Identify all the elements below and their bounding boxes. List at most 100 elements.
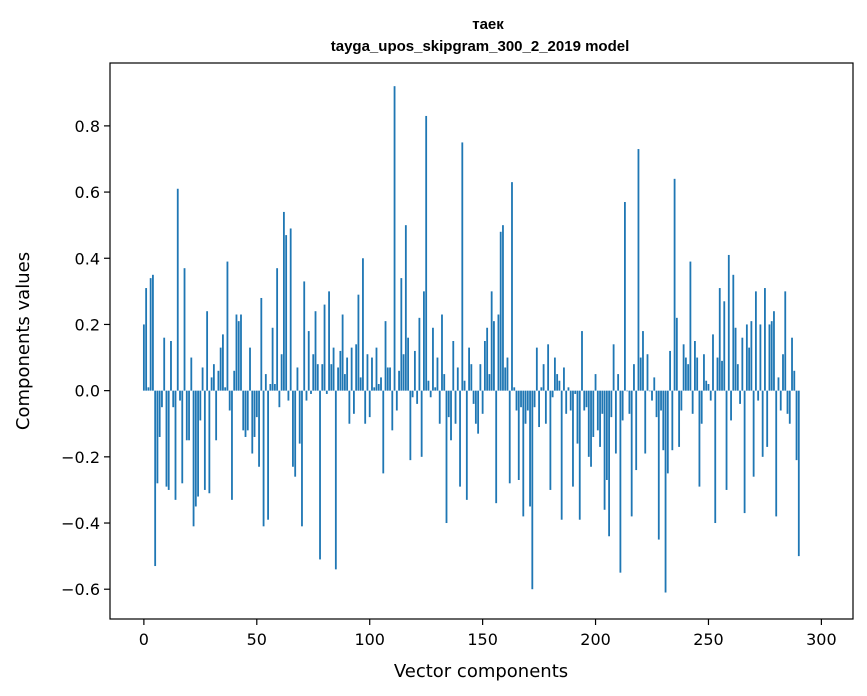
bar-142: [463, 380, 466, 391]
y-tick-label: 0.6: [75, 183, 100, 202]
bar-99: [366, 354, 369, 391]
bar-281: [777, 377, 780, 391]
bar-122: [418, 317, 421, 391]
bar-97: [362, 258, 364, 391]
x-tick-label: 200: [580, 630, 611, 649]
bar-199: [592, 390, 595, 437]
x-tick-label: 100: [354, 630, 385, 649]
bar-33: [217, 370, 220, 391]
bar-16: [179, 390, 181, 401]
bar-211: [619, 390, 622, 573]
bar-278: [770, 321, 773, 391]
bar-47: [249, 347, 251, 391]
bar-215: [628, 390, 631, 414]
bar-208: [612, 344, 615, 391]
bar-44: [242, 390, 245, 431]
bar-20: [188, 390, 190, 441]
bar-59: [276, 268, 279, 391]
bar-57: [271, 327, 274, 391]
bar-227: [655, 390, 658, 418]
bar-230: [662, 390, 665, 451]
bar-130: [436, 357, 439, 391]
bar-86: [337, 367, 339, 391]
bar-186: [563, 367, 565, 391]
bar-202: [599, 390, 601, 447]
y-axis-ticks: −0.6 −0.4 −0.2 0.0 0.2 0.4 0.6 0.8: [61, 117, 110, 599]
bar-92: [350, 347, 353, 391]
bar-249: [705, 380, 708, 391]
bar-51: [258, 390, 260, 467]
bar-117: [407, 337, 410, 391]
bar-80: [323, 304, 326, 391]
x-axis-label: Vector components: [394, 661, 568, 682]
bar-250: [707, 384, 710, 391]
bar-87: [339, 350, 342, 391]
x-tick-label: 250: [693, 630, 724, 649]
bar-226: [653, 377, 656, 391]
y-tick-label: 0.0: [75, 382, 100, 401]
bar-233: [669, 350, 671, 391]
bar-182: [553, 357, 556, 391]
bar-220: [639, 357, 642, 391]
bar-12: [170, 341, 172, 391]
bar-188: [567, 387, 570, 391]
bar-163: [511, 182, 513, 391]
bar-144: [468, 347, 470, 391]
bar-52: [260, 297, 263, 391]
bar-136: [450, 390, 452, 441]
bar-17: [181, 390, 184, 484]
bar-93: [353, 390, 355, 414]
bar-258: [725, 390, 728, 490]
bar-216: [630, 390, 633, 517]
bar-84: [332, 347, 335, 391]
bar-181: [551, 390, 554, 398]
bar-244: [694, 341, 696, 391]
bar-98: [364, 390, 367, 424]
bar-214: [626, 390, 629, 392]
bar-131: [438, 390, 441, 424]
bar-237: [678, 390, 681, 447]
chart-subtitle: tayga_upos_skipgram_300_2_2019 model: [331, 38, 630, 55]
bar-229: [660, 390, 662, 411]
bar-149: [479, 364, 482, 391]
bar-37: [226, 261, 229, 391]
bar-123: [420, 390, 423, 457]
bar-243: [691, 390, 694, 414]
bar-176: [540, 387, 543, 391]
bar-134: [445, 390, 448, 524]
bar-239: [682, 344, 685, 391]
bar-241: [687, 364, 690, 391]
bar-38: [228, 390, 231, 411]
bar-201: [596, 390, 599, 431]
bar-62: [282, 211, 285, 391]
bar-234: [671, 390, 674, 451]
bar-34: [219, 347, 222, 391]
bar-147: [474, 390, 477, 424]
bar-102: [373, 387, 376, 391]
bars-group: [142, 86, 800, 593]
y-tick-label: 0.8: [75, 117, 100, 136]
bar-101: [371, 357, 373, 391]
bar-171: [529, 390, 531, 507]
bar-263: [736, 364, 739, 391]
bar-191: [574, 390, 577, 394]
bar-154: [490, 291, 493, 391]
bar-118: [409, 390, 412, 461]
x-tick-label: 0: [139, 630, 149, 649]
bar-280: [775, 390, 778, 517]
bar-56: [269, 384, 272, 391]
bar-198: [590, 390, 592, 467]
bar-273: [759, 324, 762, 391]
bar-173: [533, 390, 536, 408]
x-axis-ticks: 0 50 100 150 200 250 300: [139, 619, 837, 649]
bar-126: [427, 380, 430, 391]
bar-121: [416, 390, 419, 404]
bar-240: [684, 357, 687, 391]
bar-287: [791, 337, 793, 391]
bar-41: [235, 314, 238, 391]
y-tick-label: 0.2: [75, 315, 100, 334]
bar-138: [454, 390, 457, 424]
bar-95: [357, 294, 360, 391]
bar-151: [483, 341, 486, 391]
bar-116: [404, 225, 407, 391]
